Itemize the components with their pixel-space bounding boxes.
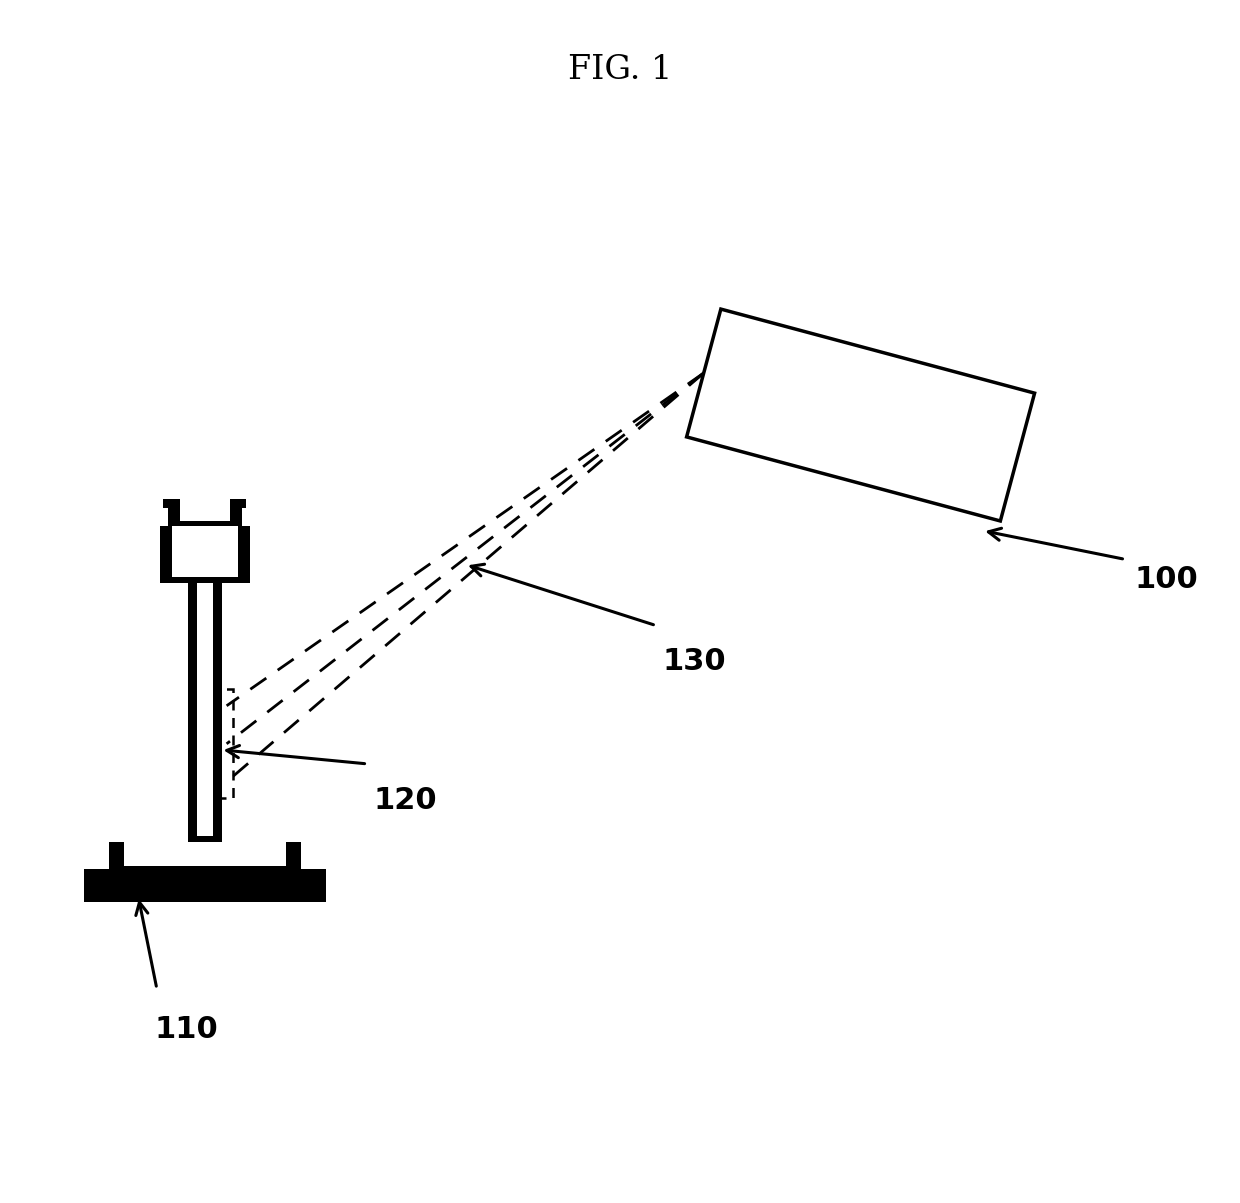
Bar [160,526,250,583]
Text: 100: 100 [1135,565,1199,594]
Bar [188,583,222,842]
Text: FIG. 1: FIG. 1 [568,54,672,87]
Bar [83,869,118,902]
Text: 110: 110 [155,1015,218,1044]
Bar [124,842,285,866]
Bar [293,869,326,902]
Text: 120: 120 [373,786,436,814]
Text: 130: 130 [662,647,725,676]
Bar [109,842,301,876]
Bar [216,689,233,798]
Bar [238,499,247,508]
Bar [164,499,172,508]
Bar [180,499,231,521]
Bar [197,583,213,836]
Bar [167,499,242,526]
Bar [94,876,316,902]
Bar [172,526,238,577]
Polygon shape [687,309,1034,521]
